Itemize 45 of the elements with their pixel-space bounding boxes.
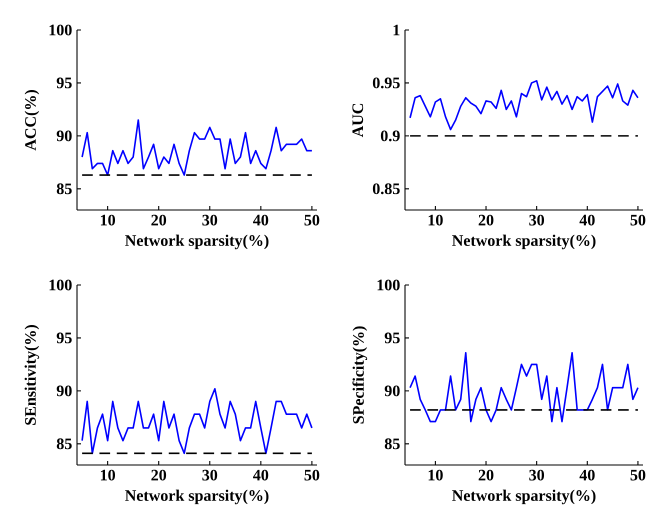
x-tick-label: 40 (253, 214, 268, 226)
y-axis-title: SEnsitivity(%) (24, 325, 40, 425)
y-axis-title: AUC (352, 104, 364, 138)
x-tick-label: 20 (151, 470, 166, 480)
y-tick-label: 95 (56, 332, 72, 344)
x-tick-label: 10 (100, 214, 116, 226)
x-tick-label: 50 (630, 214, 646, 226)
x-axis-title: Network sparsity(%) (452, 490, 596, 504)
y-tick-label: 85 (384, 438, 400, 450)
x-tick-label: 20 (151, 214, 166, 226)
y-tick-label: 0.9 (380, 130, 400, 142)
x-tick-label: 50 (304, 214, 320, 226)
y-tick-label: 1 (394, 24, 400, 36)
x-tick-label: 30 (202, 470, 218, 480)
x-tick-label: 30 (202, 214, 218, 226)
y-tick-label: 95 (384, 332, 400, 344)
y-tick-label: 95 (56, 78, 72, 88)
x-tick-label: 30 (529, 470, 544, 480)
x-axis-title: Network sparsity(%) (125, 234, 268, 250)
x-axis-title: Network sparsity(%) (125, 490, 268, 504)
x-axis-title: Network sparsity(%) (452, 234, 596, 250)
y-tick-label: 90 (384, 385, 400, 396)
y-tick-label: 100 (50, 280, 72, 290)
x-tick-label: 40 (580, 214, 595, 226)
x-tick-label: 10 (428, 214, 443, 226)
x-tick-label: 20 (478, 214, 494, 226)
x-tick-label: 20 (478, 470, 494, 480)
y-tick-label: 0.85 (372, 183, 400, 194)
x-tick-label: 30 (529, 214, 544, 226)
x-tick-label: 50 (304, 470, 320, 480)
line-series (409, 80, 639, 130)
x-tick-label: 10 (100, 470, 116, 480)
y-tick-label: 85 (56, 438, 72, 450)
x-tick-label: 40 (253, 470, 268, 480)
y-tick-label: 90 (56, 385, 72, 396)
y-axis-title: SPecificity(%) (352, 326, 368, 424)
y-tick-label: 85 (56, 183, 72, 194)
x-tick-label: 40 (580, 470, 595, 480)
y-tick-label: 100 (378, 280, 400, 290)
y-tick-label: 100 (50, 24, 72, 36)
y-tick-label: 90 (56, 130, 72, 142)
x-tick-label: 50 (630, 470, 646, 480)
y-tick-label: 0.95 (372, 78, 400, 88)
y-axis-title: ACC(%) (24, 90, 40, 151)
x-tick-label: 10 (428, 470, 443, 480)
